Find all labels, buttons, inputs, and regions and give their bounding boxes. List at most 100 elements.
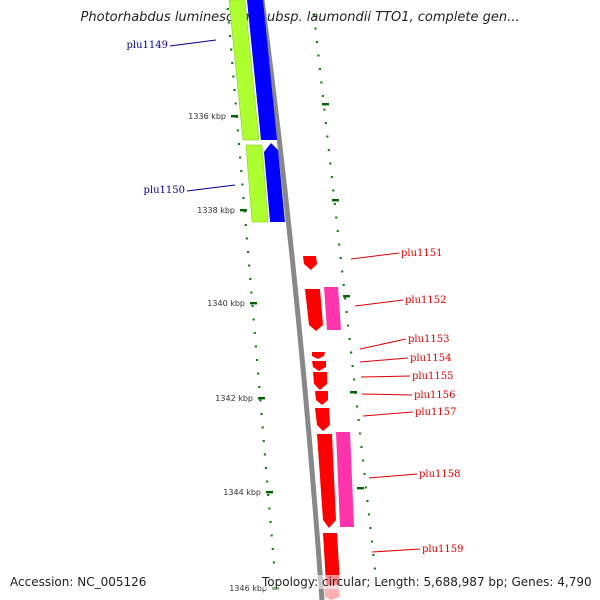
major-tick: [357, 487, 364, 490]
minor-tick: [372, 554, 375, 556]
gene-label-leader: [359, 357, 409, 363]
gene-label-plu1151[interactable]: plu1151: [401, 248, 443, 259]
minor-tick: [366, 500, 369, 502]
gene-label-plu1150[interactable]: plu1150: [144, 185, 186, 196]
tick-label: 1344 kbp: [223, 488, 261, 497]
feature-plu1149-other[interactable]: [228, 0, 260, 141]
gene-label-plu1157[interactable]: plu1157: [415, 407, 457, 418]
feature-plu1158-other[interactable]: [336, 432, 354, 527]
minor-tick: [243, 210, 246, 213]
feature-plu1153[interactable]: [312, 352, 325, 359]
minor-tick: [373, 567, 376, 570]
minor-tick: [226, 8, 229, 10]
minor-tick: [317, 54, 320, 57]
major-tick: [231, 115, 238, 118]
minor-tick: [320, 81, 323, 84]
feature-plu1152-other[interactable]: [324, 287, 341, 330]
gene-label-leader: [368, 473, 418, 479]
gene-label-leader: [350, 252, 400, 260]
gene-label-plu1154[interactable]: plu1154: [410, 353, 452, 364]
minor-tick: [327, 149, 330, 151]
gene-label-plu1153[interactable]: plu1153: [408, 334, 450, 345]
gene-label-plu1159[interactable]: plu1159: [422, 544, 464, 555]
minor-tick: [253, 332, 256, 334]
minor-tick: [271, 548, 274, 550]
minor-tick: [318, 68, 322, 70]
minor-tick: [348, 338, 351, 340]
major-tick: [250, 302, 257, 305]
minor-tick: [227, 21, 230, 24]
minor-tick: [367, 513, 371, 516]
minor-tick: [312, 14, 316, 16]
minor-tick: [232, 75, 235, 78]
minor-tick: [272, 561, 275, 564]
minor-tick: [245, 237, 248, 240]
minor-tick: [352, 378, 356, 381]
major-tick: [343, 295, 350, 298]
minor-tick: [357, 419, 360, 421]
minor-tick: [339, 257, 342, 259]
minor-tick: [234, 102, 237, 105]
minor-tick: [342, 284, 345, 286]
minor-tick: [264, 467, 268, 469]
gene-label-leader: [169, 39, 217, 47]
map-title: Photorhabdus luminescens subsp. laumondi…: [80, 10, 520, 25]
feature-plu1150-other[interactable]: [245, 144, 269, 223]
minor-tick: [361, 459, 365, 462]
minor-tick: [252, 318, 255, 321]
minor-tick: [230, 48, 233, 51]
minor-tick: [345, 311, 348, 313]
minor-tick: [355, 405, 359, 408]
feature-plu1155[interactable]: [313, 372, 327, 390]
minor-tick: [239, 156, 242, 159]
major-tick: [350, 391, 357, 394]
minor-tick: [246, 251, 250, 253]
minor-tick: [237, 143, 241, 145]
tick-label: 1340 kbp: [207, 299, 245, 308]
minor-tick: [260, 413, 263, 415]
minor-tick: [330, 176, 333, 178]
minor-tick: [270, 534, 273, 537]
tick-label: 1336 kbp: [188, 112, 226, 121]
gene-label-leader: [360, 375, 411, 378]
minor-tick: [335, 216, 338, 219]
major-tick: [322, 103, 329, 106]
minor-tick: [358, 432, 362, 435]
minor-tick: [263, 453, 266, 456]
minor-tick: [248, 264, 251, 267]
minor-tick: [261, 426, 264, 429]
minor-tick: [255, 359, 259, 361]
feature-plu1158-cds[interactable]: [317, 434, 336, 528]
minor-tick: [228, 35, 232, 37]
feature-plu1156[interactable]: [315, 391, 328, 405]
feature-plu1151[interactable]: [303, 256, 317, 270]
gene-label-plu1155[interactable]: plu1155: [412, 371, 454, 382]
forward-strand-features: [228, 0, 285, 223]
feature-plu1154[interactable]: [312, 361, 326, 371]
reverse-strand-features: [303, 256, 354, 600]
feature-plu1152-cds[interactable]: [305, 289, 323, 331]
major-tick: [332, 199, 339, 202]
gene-label-plu1158[interactable]: plu1158: [419, 469, 461, 480]
gene-label-leader: [359, 338, 407, 350]
feature-plu1149-cds[interactable]: [247, 0, 277, 140]
minor-tick: [259, 399, 262, 402]
feature-plu1150-cds[interactable]: [264, 143, 285, 222]
minor-tick: [350, 351, 353, 354]
backbone-track: [259, 0, 325, 600]
gene-label-plu1156[interactable]: plu1156: [414, 390, 456, 401]
minor-tick: [249, 278, 252, 280]
gene-label-plu1152[interactable]: plu1152: [405, 295, 447, 306]
minor-tick: [236, 129, 239, 132]
minor-tick: [267, 494, 270, 496]
minor-tick: [233, 89, 236, 91]
minor-tick: [341, 270, 344, 273]
major-tick: [266, 491, 273, 494]
gene-label-plu1149[interactable]: plu1149: [127, 40, 169, 51]
feature-plu1157[interactable]: [315, 408, 330, 431]
minor-tick: [251, 305, 254, 307]
minor-tick: [242, 197, 245, 199]
minor-tick: [254, 345, 257, 348]
minor-tick: [324, 122, 327, 124]
